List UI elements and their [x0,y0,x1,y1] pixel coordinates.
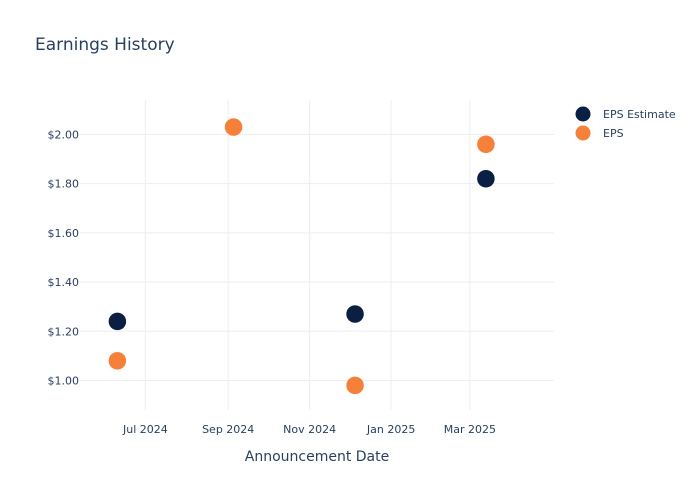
x-tick-label: Jul 2024 [122,423,168,436]
x-axis-ticks: Jul 2024 Sep 2024 Nov 2024 Jan 2025 Mar 2025 [122,423,496,436]
data-point-eps[interactable] [476,135,496,154]
data-point-eps[interactable] [108,351,127,371]
data-point-eps-estimate[interactable] [108,312,127,331]
legend-label[interactable]: EPS Estimate [603,108,676,121]
y-tick-label: $1.20 [48,325,80,338]
data-point-eps-estimate[interactable] [345,304,365,324]
x-tick-label: Nov 2024 [283,423,336,436]
legend-label[interactable]: EPS [603,127,624,140]
y-axis-ticks: $1.00 $1.20 $1.40 $1.60 $1.80 $2.00 [48,128,80,387]
x-axis-title: Announcement Date [245,449,389,465]
x-tick-label: Sep 2024 [202,423,254,436]
x-tick-label: Mar 2025 [444,423,496,436]
y-tick-label: $1.40 [48,276,80,289]
y-tick-label: $1.80 [48,178,80,191]
data-point-eps[interactable] [345,376,365,395]
x-tick-label: Jan 2025 [366,423,415,436]
grid [80,100,554,410]
y-tick-label: $1.60 [48,227,80,240]
chart-title: Earnings History [35,35,175,55]
data-point-eps-estimate[interactable] [476,169,496,188]
legend-marker[interactable] [575,106,591,122]
data-markers [108,117,496,395]
y-tick-label: $1.00 [48,374,80,387]
y-tick-label: $2.00 [48,128,80,141]
legend-marker[interactable] [575,125,591,141]
legend[interactable]: EPS Estimate EPS [575,106,676,141]
data-point-eps[interactable] [224,117,243,137]
